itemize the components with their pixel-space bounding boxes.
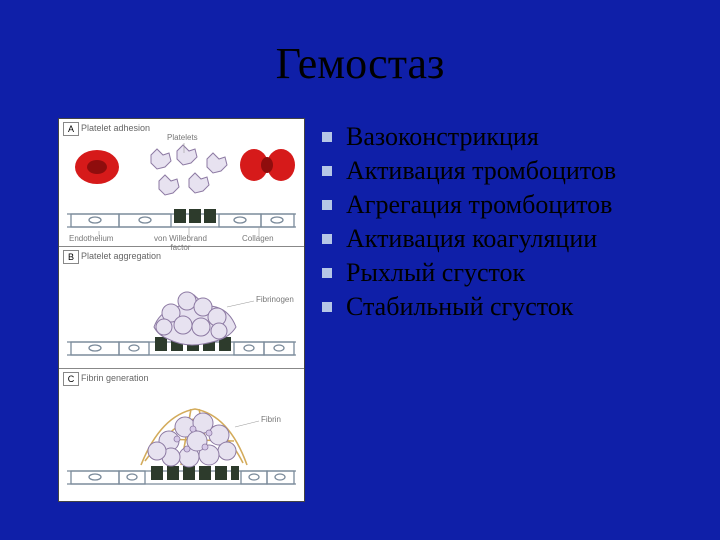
panel-letter: C: [63, 372, 79, 386]
bullet-marker-icon: [322, 132, 332, 142]
label-fibrinogen: Fibrinogen: [256, 295, 294, 304]
bullet-text: Вазоконстрикция: [346, 122, 539, 152]
bullet-text: Активация коагуляции: [346, 224, 597, 254]
bullet-text: Агрегация тромбоцитов: [346, 190, 612, 220]
panel-b-drawing: [59, 247, 304, 369]
bullet-item: Активация тромбоцитов: [322, 156, 692, 186]
bullet-marker-icon: [322, 166, 332, 176]
bullet-list: Вазоконстрикция Активация тромбоцитов Аг…: [322, 122, 692, 326]
bullet-text: Рыхлый сгусток: [346, 258, 525, 288]
label-platelets: Platelets: [167, 133, 198, 142]
bullet-marker-icon: [322, 234, 332, 244]
panel-caption: Platelet adhesion: [81, 123, 150, 133]
bullet-item: Активация коагуляции: [322, 224, 692, 254]
panel-letter: B: [63, 250, 79, 264]
bullet-item: Вазоконстрикция: [322, 122, 692, 152]
slide-title: Гемостаз: [0, 38, 720, 89]
bullet-text: Активация тромбоцитов: [346, 156, 616, 186]
panel-letter: A: [63, 122, 79, 136]
label-endothelium: Endothelium: [69, 234, 113, 243]
bullet-item: Агрегация тромбоцитов: [322, 190, 692, 220]
label-fibrin: Fibrin: [261, 415, 281, 424]
figure-panel-c: C Fibrin generation: [59, 369, 304, 501]
label-collagen: Collagen: [242, 234, 274, 243]
bullet-text: Стабильный сгусток: [346, 292, 573, 322]
figure-panel-a: A Platelet adhesion: [59, 119, 304, 247]
panel-caption: Fibrin generation: [81, 373, 149, 383]
bullet-marker-icon: [322, 268, 332, 278]
hemostasis-figure: A Platelet adhesion: [58, 118, 305, 502]
bullet-item: Стабильный сгусток: [322, 292, 692, 322]
panel-c-drawing: [59, 369, 304, 501]
bullet-item: Рыхлый сгусток: [322, 258, 692, 288]
bullet-marker-icon: [322, 302, 332, 312]
figure-panel-b: B Platelet aggregation: [59, 247, 304, 369]
bullet-marker-icon: [322, 200, 332, 210]
panel-caption: Platelet aggregation: [81, 251, 161, 261]
slide: Гемостаз A Platelet adhesion: [0, 0, 720, 540]
